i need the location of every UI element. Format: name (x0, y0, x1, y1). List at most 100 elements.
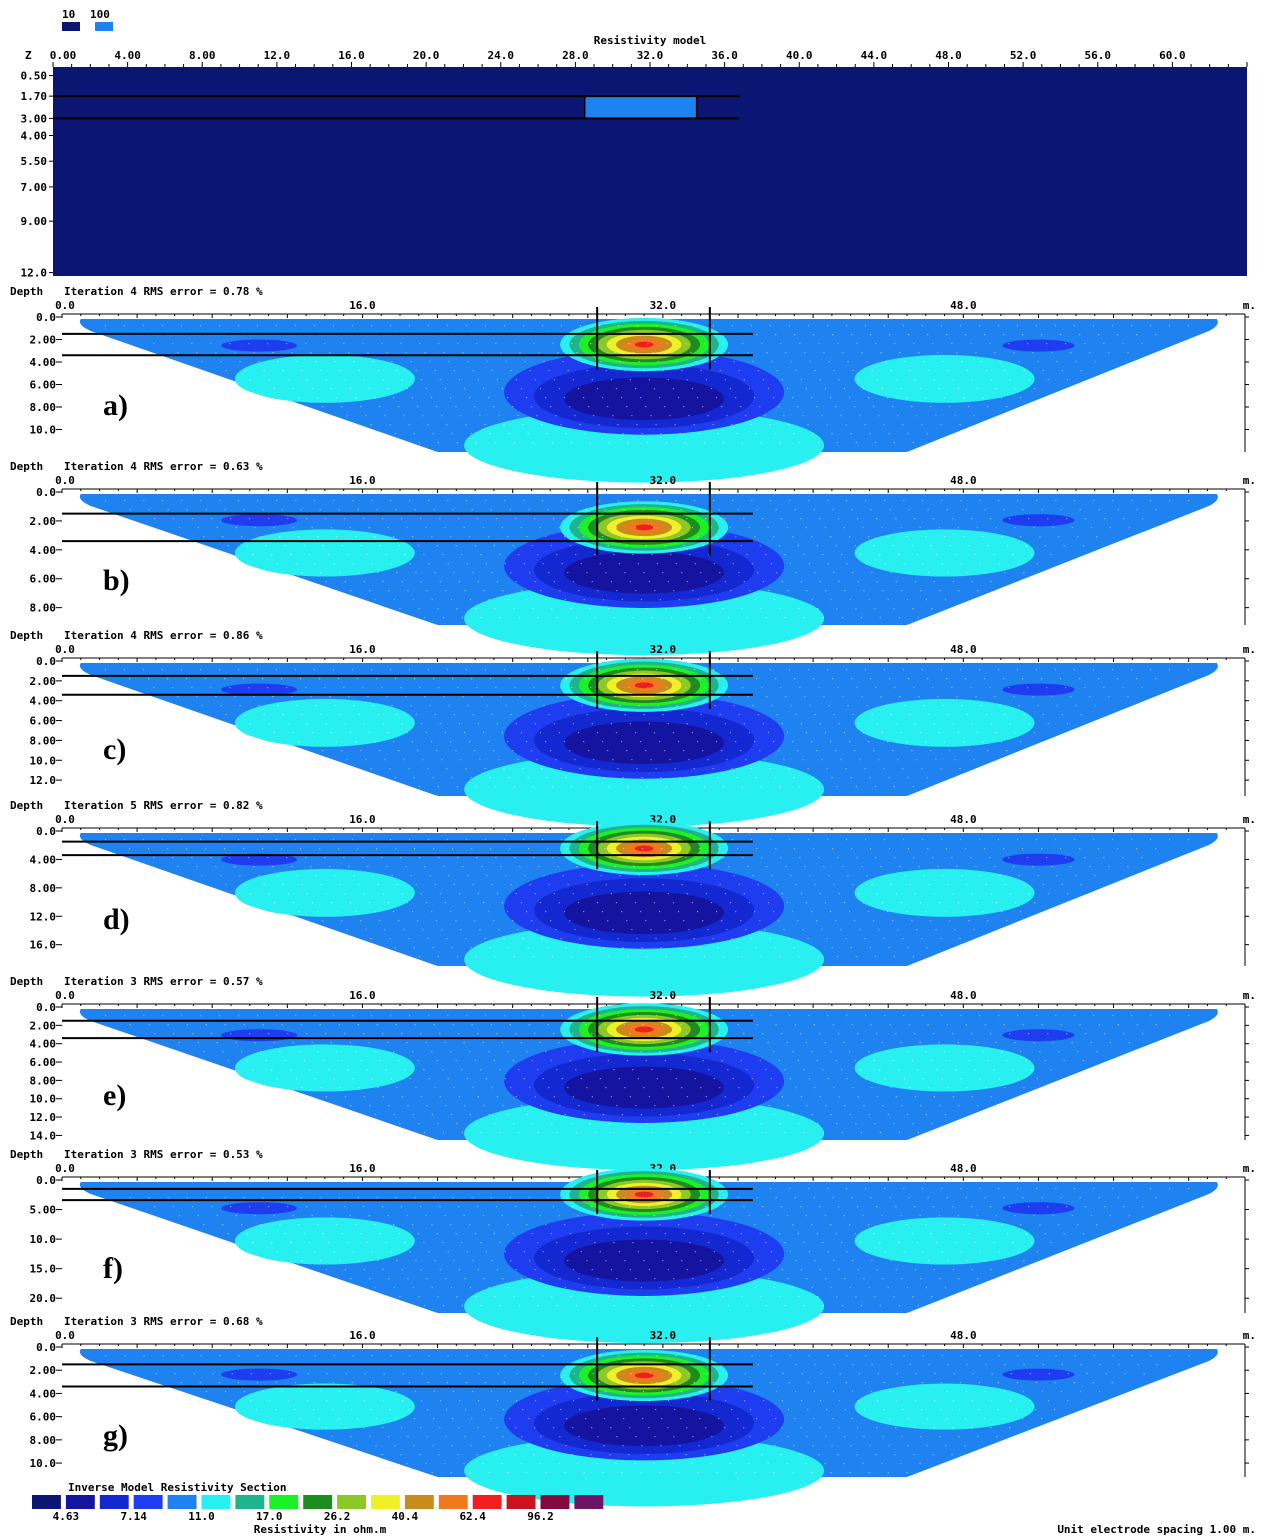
panel-grid-dot (634, 1042, 636, 1044)
panel-grid-dot (229, 687, 231, 689)
panel-grid-dot (1036, 1355, 1038, 1357)
panel-grid-dot (912, 786, 914, 788)
panel-grid-dot (633, 352, 635, 354)
panel-grid-dot (469, 1224, 471, 1226)
panel-grid-dot (941, 1355, 943, 1357)
panel-grid-dot (192, 1206, 194, 1208)
panel-grid-dot (490, 1024, 492, 1026)
panel-grid-dot (1060, 1197, 1062, 1199)
panel-grid-dot (311, 732, 314, 734)
panel-grid-dot (756, 334, 758, 336)
panel-grid-dot (761, 857, 763, 859)
panel-grid-dot (585, 1391, 588, 1393)
panel-grid-dot (341, 1233, 343, 1235)
panel-grid-dot (933, 518, 935, 520)
panel-grid-dot (528, 1024, 530, 1026)
panel-grid-dot (471, 1024, 473, 1026)
panel-grid-dot (841, 1305, 843, 1307)
panel-grid-dot (995, 902, 998, 904)
panel-grid-dot (818, 343, 820, 345)
panel-grid-dot (716, 1114, 718, 1116)
panel-grid-dot (234, 352, 236, 354)
panel-grid-dot (947, 572, 949, 574)
panel-grid-dot (1188, 1015, 1190, 1017)
panel-grid-dot (379, 920, 381, 922)
panel-grid-dot (257, 1015, 259, 1017)
panel-grid-dot (556, 1242, 558, 1244)
panel-grid-dot (773, 741, 775, 743)
panel-grid-dot (933, 379, 935, 381)
panel-grid-dot (887, 911, 889, 913)
panel-grid-dot (1006, 920, 1008, 922)
panel-grid-dot (374, 1114, 376, 1116)
panel-grid-dot (664, 750, 666, 752)
panel-grid-dot (662, 1260, 664, 1262)
panel-grid-dot (930, 1060, 932, 1062)
panel-grid-dot (643, 714, 645, 716)
panel-patch-left (221, 1202, 298, 1215)
panel-grid-dot (252, 1069, 254, 1071)
panel-grid-dot (655, 424, 657, 426)
panel-grid-dot (418, 608, 420, 610)
panel-low-zone-inner (564, 891, 725, 935)
panel-grid-dot (793, 1445, 795, 1447)
panel-grid-dot (611, 1373, 613, 1375)
panel-grid-dot (771, 705, 773, 707)
panel-grid-dot (301, 370, 303, 372)
panel-grid-dot (369, 590, 371, 592)
panel-grid-dot (438, 687, 440, 689)
panel-grid-dot (583, 1051, 585, 1053)
panel-grid-dot (553, 1427, 555, 1429)
panel-grid-dot (314, 1078, 316, 1080)
panel-grid-dot (857, 1269, 859, 1271)
panel-grid-dot (508, 777, 510, 779)
panel-grid-dot (499, 1242, 501, 1244)
panel-grid-dot (600, 705, 602, 707)
panel-grid-dot (818, 857, 820, 859)
panel-grid-dot (1042, 1364, 1044, 1366)
panel-grid-dot (901, 590, 903, 592)
panel-grid-dot (388, 1278, 390, 1280)
panel-grid-dot (822, 1132, 824, 1134)
panel-grid-dot (332, 1409, 334, 1411)
panel-grid-dot (553, 893, 555, 895)
panel-grid-dot (1023, 714, 1025, 716)
panel-grid-dot (504, 1251, 506, 1253)
panel-grid-dot (276, 500, 278, 502)
panel-grid-dot (153, 343, 155, 345)
panel-grid-dot (952, 893, 954, 895)
panel-grid-dot (830, 536, 832, 538)
panel-grid-dot (607, 920, 609, 922)
panel-grid-dot (661, 1418, 663, 1420)
panel-cyan-lobe-left (234, 1383, 415, 1430)
panel-grid-dot (825, 1105, 827, 1107)
panel-grid-dot (319, 1024, 321, 1026)
panel-grid-dot (911, 1233, 913, 1235)
panel-grid-dot (876, 1033, 878, 1035)
panel-grid-dot (1003, 1418, 1005, 1420)
panel-grid-dot (919, 902, 922, 904)
panel-grid-dot (389, 424, 391, 426)
panel-grid-dot (296, 361, 298, 363)
panel-grid-dot (959, 938, 961, 940)
panel-grid-dot (301, 572, 303, 574)
panel-grid-dot (843, 388, 846, 390)
panel-grid-dot (234, 866, 236, 868)
panel-grid-dot (306, 379, 308, 381)
panel-grid-dot (1136, 509, 1138, 511)
panel-y-tick-label: 6.00 (30, 1411, 57, 1424)
panel-grid-dot (431, 911, 433, 913)
panel-grid-dot (831, 1445, 833, 1447)
panel-grid-dot (306, 1427, 308, 1429)
panel-grid-dot (651, 1242, 653, 1244)
panel-grid-dot (325, 1269, 327, 1271)
panel-grid-dot (1080, 370, 1082, 372)
panel-grid-dot (465, 325, 468, 327)
panel-grid-dot (741, 442, 743, 444)
panel-anomaly-ring (634, 341, 654, 348)
panel-grid-dot (355, 1224, 357, 1226)
panel-grid-dot (838, 723, 840, 725)
panel-grid-dot (692, 1436, 694, 1438)
panel-grid-dot (732, 1251, 734, 1253)
panel-grid-dot (716, 397, 718, 399)
